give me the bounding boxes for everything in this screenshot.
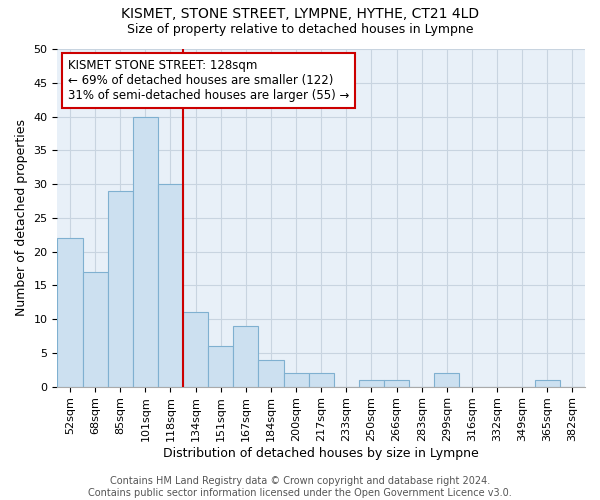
Bar bbox=[233, 326, 259, 386]
Bar bbox=[83, 272, 107, 386]
Bar bbox=[183, 312, 208, 386]
Bar bbox=[158, 184, 183, 386]
Bar bbox=[434, 373, 460, 386]
Bar bbox=[284, 373, 308, 386]
Text: KISMET STONE STREET: 128sqm
← 69% of detached houses are smaller (122)
31% of se: KISMET STONE STREET: 128sqm ← 69% of det… bbox=[68, 59, 349, 102]
Bar bbox=[208, 346, 233, 387]
Bar bbox=[107, 191, 133, 386]
Bar bbox=[259, 360, 284, 386]
Y-axis label: Number of detached properties: Number of detached properties bbox=[15, 120, 28, 316]
Text: Contains HM Land Registry data © Crown copyright and database right 2024.
Contai: Contains HM Land Registry data © Crown c… bbox=[88, 476, 512, 498]
Bar bbox=[359, 380, 384, 386]
Bar bbox=[308, 373, 334, 386]
X-axis label: Distribution of detached houses by size in Lympne: Distribution of detached houses by size … bbox=[163, 447, 479, 460]
Bar bbox=[58, 238, 83, 386]
Text: Size of property relative to detached houses in Lympne: Size of property relative to detached ho… bbox=[127, 22, 473, 36]
Bar bbox=[133, 116, 158, 386]
Text: KISMET, STONE STREET, LYMPNE, HYTHE, CT21 4LD: KISMET, STONE STREET, LYMPNE, HYTHE, CT2… bbox=[121, 8, 479, 22]
Bar bbox=[535, 380, 560, 386]
Bar bbox=[384, 380, 409, 386]
